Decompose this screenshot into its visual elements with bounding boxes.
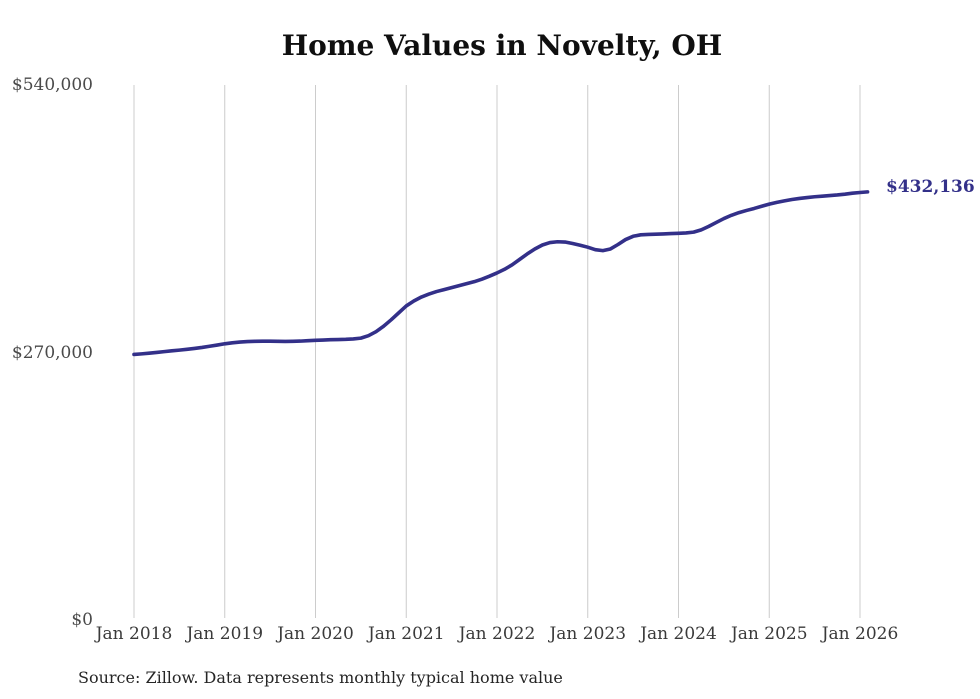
x-tick-label: Jan 2025 [730,624,808,644]
x-tick-label: Jan 2023 [549,624,627,644]
chart-title: Home Values in Novelty, OH [281,29,723,62]
x-tick-label: Jan 2024 [640,624,717,644]
x-tick-label: Jan 2021 [367,624,445,644]
x-tick-label: Jan 2026 [821,624,899,644]
home-value-line [132,190,870,357]
current-value-label: $432,136 [886,177,975,197]
y-tick-label: $270,000 [11,342,93,363]
x-tick-label: Jan 2019 [186,624,264,644]
x-tick-label: Jan 2020 [277,624,354,644]
x-tick-label: Jan 2018 [95,624,173,644]
x-tick-label: Jan 2022 [458,624,536,644]
source-note: Source: Zillow. Data represents monthly … [78,668,563,687]
y-tick-label: $0 [71,610,93,630]
y-tick-label: $540,000 [11,75,93,95]
